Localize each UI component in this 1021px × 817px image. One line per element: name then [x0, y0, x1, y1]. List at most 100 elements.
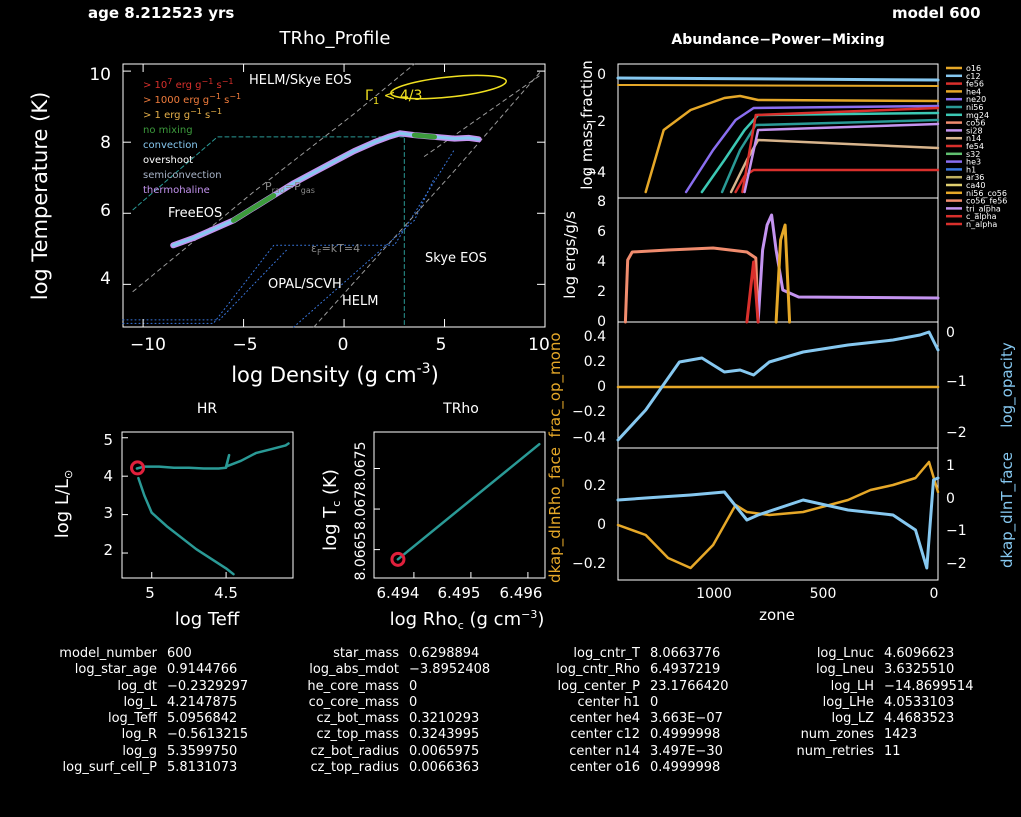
- abund-legend-label: ca40: [966, 181, 985, 190]
- zone-xtick: 1000: [696, 586, 732, 602]
- summary-row: log_Teff 5.0956842: [40, 711, 248, 727]
- fe56-profile: [741, 106, 940, 194]
- power-ytick: 2: [597, 284, 606, 300]
- summary-value: 0.6298894: [409, 646, 480, 661]
- summary-row: log_star_age 0.9144766: [40, 662, 248, 678]
- mixing-legend-entry: convection: [143, 140, 198, 151]
- summary-col-4: log_Lnuc 4.6096623 log_Lneu 3.6325510 log_LH…: [752, 646, 973, 760]
- summary-value: 23.1766420: [650, 678, 729, 694]
- abund-legend-label: he4: [966, 87, 981, 96]
- summary-value: 600: [167, 646, 192, 661]
- freeeos-label: FreeEOS: [168, 206, 222, 221]
- mixing-legend: > 107 erg g−1 s−1> 1000 erg g−1 s−1> 1 e…: [143, 77, 241, 196]
- summary-row: center n14 3.497E−30: [520, 744, 729, 760]
- summary-key: log_star_age: [74, 662, 157, 678]
- helm-label: HELM: [342, 294, 378, 309]
- hr-ytick: 3: [103, 504, 113, 522]
- trho-xtick-labels: −10 −5 0 5 10: [130, 335, 550, 355]
- abund-legend-label: s32: [966, 150, 980, 159]
- trho-xlabel: log Density (g cm-3): [231, 361, 439, 387]
- summary-value: 5.8131073: [167, 760, 238, 776]
- dlnrho-ytick: 0: [597, 517, 606, 533]
- summary-value: 0.3210293: [409, 711, 480, 727]
- hr-ytick: 5: [103, 431, 113, 449]
- summary-key: center he4: [569, 711, 640, 727]
- trho-profile-no-mixing-segment: [411, 132, 437, 140]
- hr-title: HR: [197, 401, 218, 417]
- hr-ytick: 2: [103, 541, 113, 559]
- model-label: model 600: [892, 4, 981, 22]
- summary-value: 8.0663776: [650, 646, 721, 661]
- summary-key: log_Lnuc: [816, 646, 874, 661]
- summary-row: num_zones 1423: [752, 727, 973, 743]
- summary-key: log_LHe: [822, 694, 874, 710]
- summary-value: 0.4999998: [650, 727, 721, 743]
- dlnt-ytick: 1: [946, 458, 955, 474]
- power-ylabel: log ergs/g/s: [561, 211, 579, 299]
- summary-row: num_retries 11: [752, 744, 973, 760]
- hr-frame: [121, 431, 294, 579]
- summary-value: 4.2147875: [167, 694, 238, 710]
- trho-center-panel: TRho 6.494 6.495 6.496 8.0665 8.067 8.06…: [320, 401, 546, 632]
- summary-key: center h1: [577, 694, 640, 710]
- hr-track-line: [135, 442, 290, 470]
- c-alpha-power: [745, 260, 760, 324]
- opal-scvh-label: OPAL/SCVH: [268, 277, 342, 292]
- tc-ytick: 8.0665: [353, 532, 369, 581]
- trho-profile-convection: [171, 131, 481, 247]
- summary-key: co_core_mass: [308, 694, 399, 710]
- abundance-ytick-labels: −4 −2 0 0 2 4 6 8 −0.4 −0.2 0 0.2 0.4 −0…: [572, 67, 967, 572]
- tc-xtick: 6.495: [438, 584, 481, 602]
- summary-row: log_R −0.5613215: [40, 727, 249, 743]
- summary-value: −0.5613215: [167, 727, 249, 743]
- abund-legend-label: n_alpha: [966, 220, 997, 229]
- plots-canvas: TRho_Profile −10 −5 0 5 10 4 6 8 10 log …: [28, 28, 1017, 632]
- mg24-profile: [700, 111, 940, 194]
- trho-profile-ticks: [123, 64, 546, 327]
- skye-eos-label: Skye EOS: [425, 251, 487, 266]
- summary-value: 0: [650, 694, 659, 710]
- summary-key: cz_bot_mass: [316, 711, 399, 727]
- hr-track-line: [137, 476, 235, 576]
- abund-legend-label: ni56_co56: [966, 189, 1007, 198]
- summary-row: log_LH −14.8699514: [752, 678, 974, 695]
- mixing-legend-entry: thermohaline: [143, 185, 210, 196]
- trho-ytick: 6: [100, 201, 111, 221]
- he4-profile: [644, 94, 940, 194]
- tc-xtick: 6.494: [377, 584, 420, 602]
- age-label: age 8.212523 yrs: [88, 4, 235, 22]
- trho-profile-frame: [122, 63, 546, 328]
- abund-legend-label: co56: [966, 119, 985, 128]
- summary-row: center c12 0.4999998: [520, 727, 729, 743]
- mixing-legend-entry: > 107 erg g−1 s−1: [143, 77, 234, 91]
- trho-profile-curve: [170, 130, 482, 249]
- o16-profile: [617, 84, 939, 87]
- summary-row: star_mass 0.6298894: [286, 646, 490, 662]
- dlnt-ytick: −2: [946, 556, 967, 572]
- mixing-legend-entry: no mixing: [143, 125, 193, 136]
- ni56-co56-power: [774, 223, 792, 324]
- dlnrho-ylabel: dkap_dlnRho_face: [546, 447, 565, 583]
- summary-key: log_Lneu: [815, 662, 874, 678]
- summary-key: log_center_P: [557, 678, 640, 694]
- summary-value: 4.4683523: [884, 711, 955, 727]
- summary-key: model_number: [59, 646, 157, 661]
- summary-value: 5.0956842: [167, 711, 238, 727]
- abund-legend-label: ne20: [966, 95, 986, 104]
- tc-ylabel: log Tc (K): [320, 469, 343, 551]
- summary-key: log_cntr_T: [573, 646, 640, 661]
- skye-upper-line: [423, 74, 542, 157]
- dkap-dlnrho-line: [616, 460, 940, 570]
- opmono-ylabel: frac_op_mono: [546, 332, 565, 437]
- summary-key: log_dt: [117, 678, 157, 694]
- summary-col-1: model_number 600 log_star_age 0.9144766 log_…: [40, 646, 248, 776]
- trho-ytick-labels: 4 6 8 10: [89, 65, 111, 289]
- summary-value: 5.3599750: [167, 743, 238, 759]
- trho-ytick: 8: [100, 133, 111, 153]
- summary-key: center n14: [569, 743, 640, 759]
- summary-value: −14.8699514: [884, 678, 974, 694]
- summary-row: co_core_mass 0: [286, 695, 490, 711]
- abund-ytick: −4: [585, 165, 606, 181]
- scvh-boundary: [122, 248, 289, 321]
